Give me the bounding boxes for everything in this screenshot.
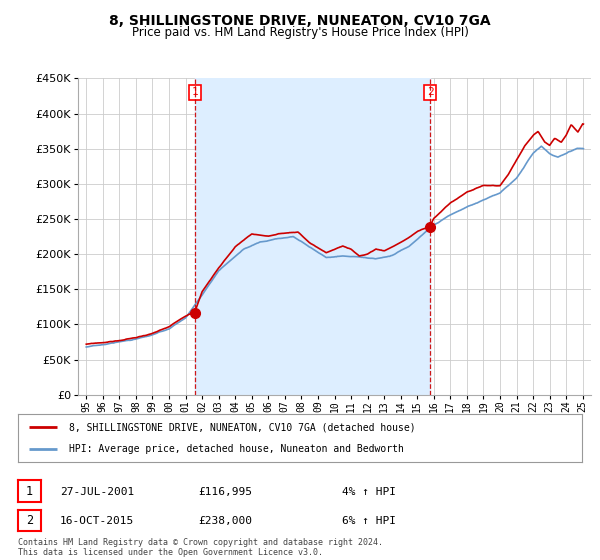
Text: 16-OCT-2015: 16-OCT-2015 <box>60 516 134 526</box>
Text: 1: 1 <box>26 484 33 498</box>
Text: £116,995: £116,995 <box>198 487 252 497</box>
Text: £238,000: £238,000 <box>198 516 252 526</box>
Text: 8, SHILLINGSTONE DRIVE, NUNEATON, CV10 7GA (detached house): 8, SHILLINGSTONE DRIVE, NUNEATON, CV10 7… <box>69 422 415 432</box>
Text: 2: 2 <box>26 514 33 527</box>
Text: 6% ↑ HPI: 6% ↑ HPI <box>342 516 396 526</box>
Text: Contains HM Land Registry data © Crown copyright and database right 2024.
This d: Contains HM Land Registry data © Crown c… <box>18 538 383 557</box>
Text: Price paid vs. HM Land Registry's House Price Index (HPI): Price paid vs. HM Land Registry's House … <box>131 26 469 39</box>
Text: 4% ↑ HPI: 4% ↑ HPI <box>342 487 396 497</box>
Text: 27-JUL-2001: 27-JUL-2001 <box>60 487 134 497</box>
Text: 8, SHILLINGSTONE DRIVE, NUNEATON, CV10 7GA: 8, SHILLINGSTONE DRIVE, NUNEATON, CV10 7… <box>109 14 491 28</box>
Text: 1: 1 <box>191 87 199 97</box>
Bar <box>195 78 430 395</box>
Text: HPI: Average price, detached house, Nuneaton and Bedworth: HPI: Average price, detached house, Nune… <box>69 444 404 454</box>
Text: 2: 2 <box>427 87 434 97</box>
